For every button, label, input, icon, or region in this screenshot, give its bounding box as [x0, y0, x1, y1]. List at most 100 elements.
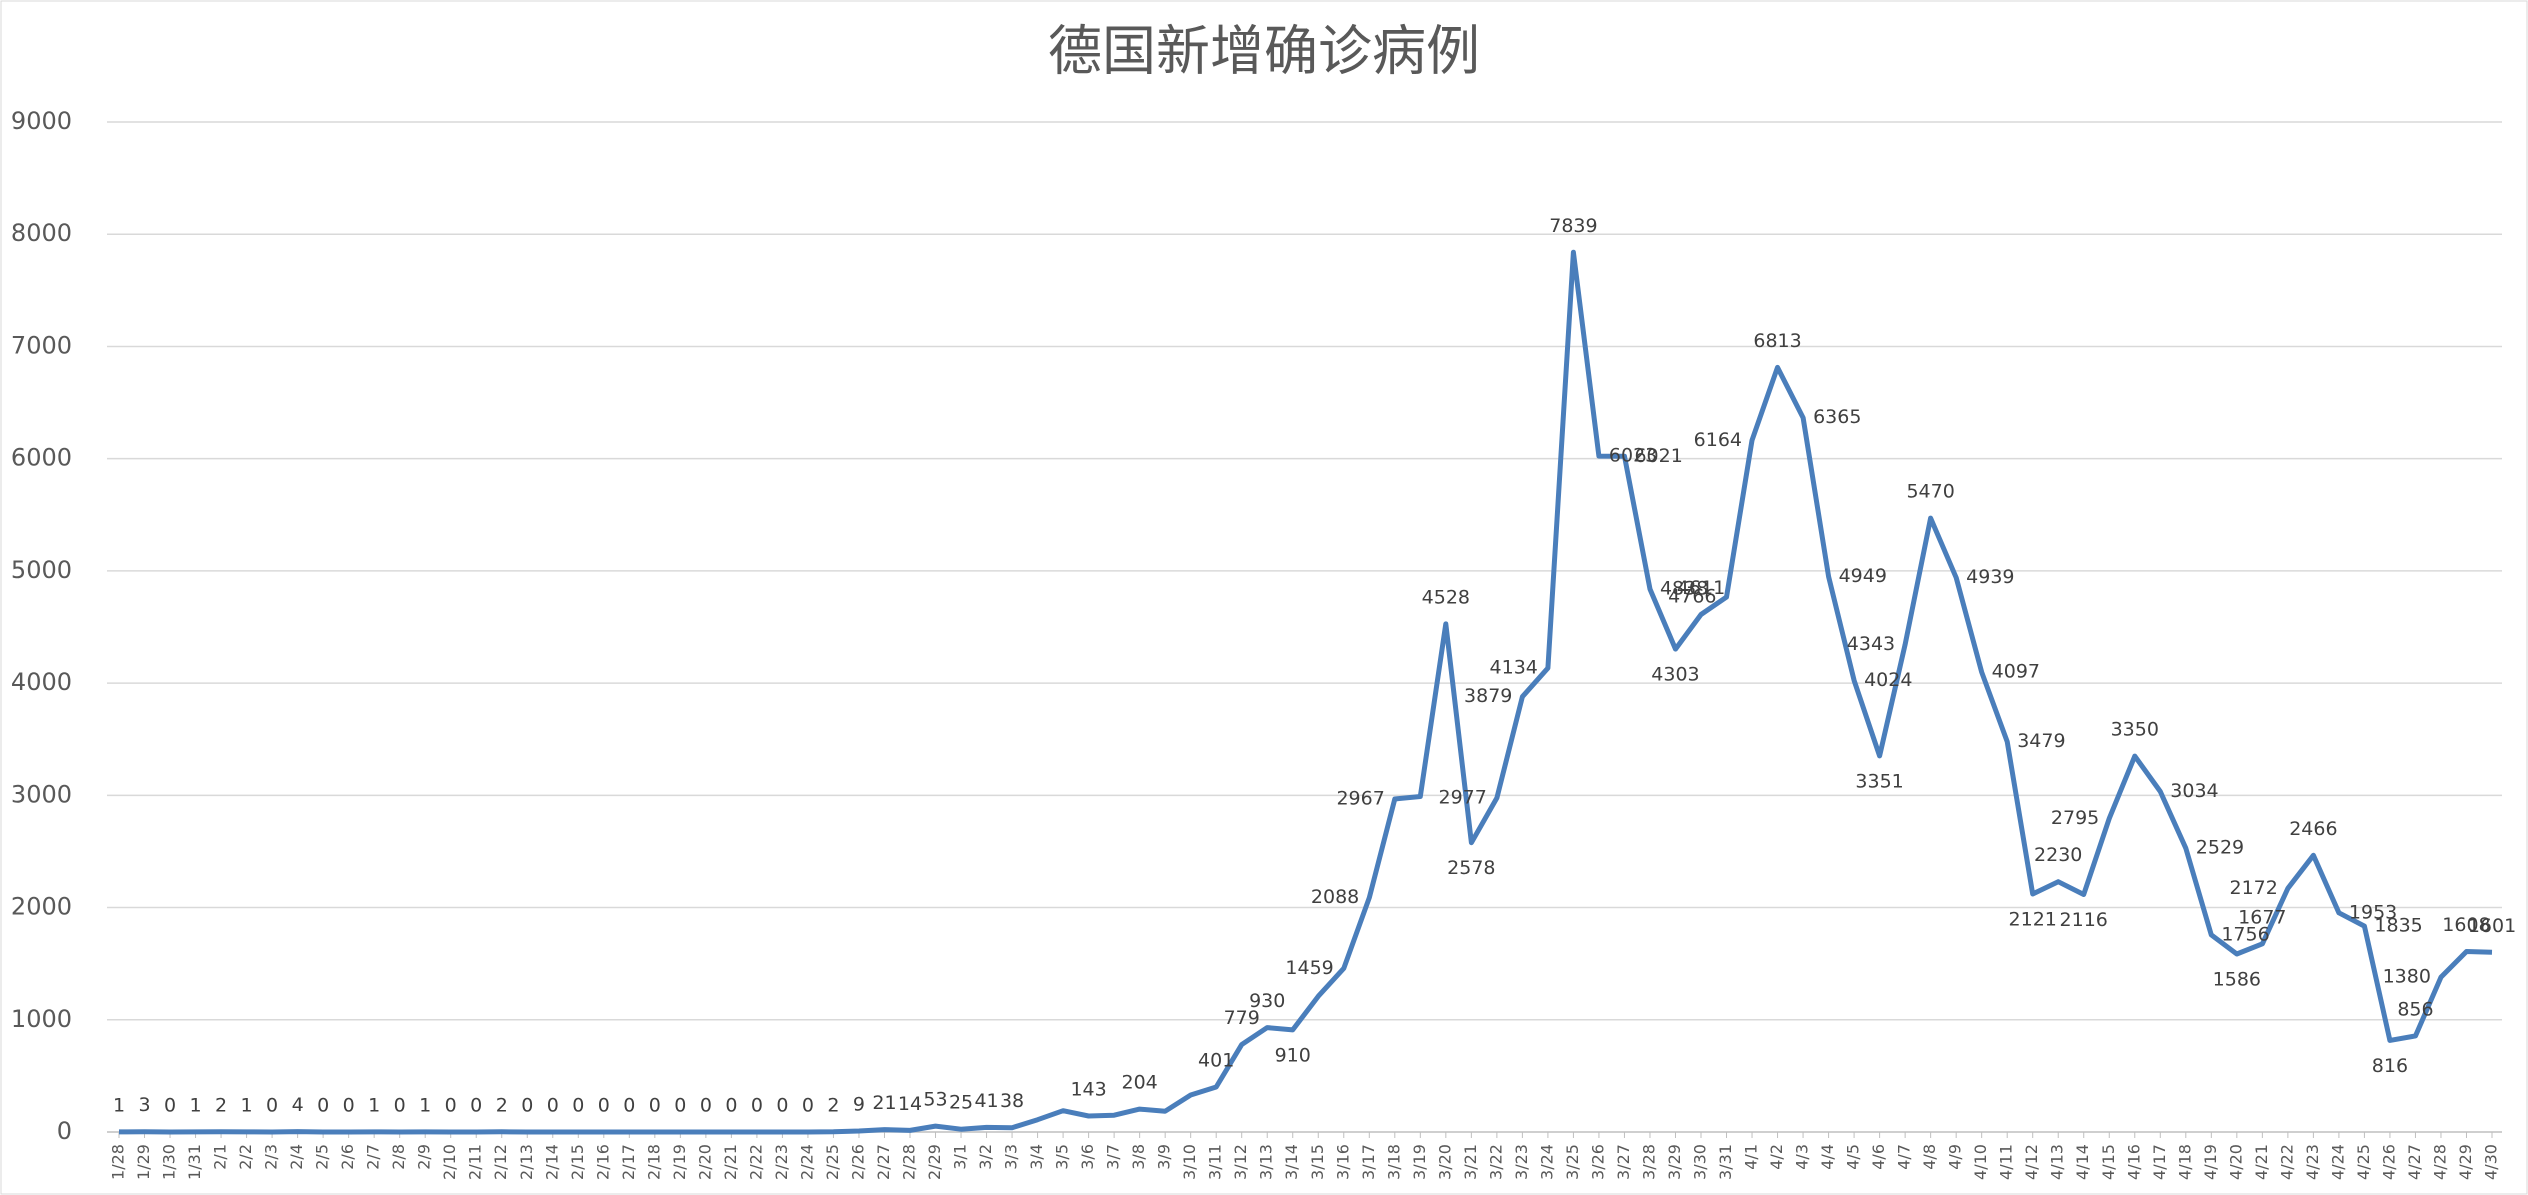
data-label: 3034	[2170, 780, 2218, 802]
data-label: 0	[623, 1095, 635, 1117]
x-tick-label: 2/25	[823, 1144, 842, 1180]
data-label: 0	[164, 1095, 176, 1117]
x-tick-label: 4/9	[1946, 1144, 1965, 1170]
data-label: 1586	[2213, 969, 2261, 991]
x-tick-label: 1/28	[109, 1144, 128, 1180]
data-label: 53	[923, 1089, 947, 1111]
data-label: 0	[343, 1095, 355, 1117]
x-tick-label: 3/10	[1180, 1144, 1199, 1180]
x-tick-label: 2/24	[797, 1144, 816, 1180]
data-label: 0	[317, 1095, 329, 1117]
x-tick-label: 4/28	[2430, 1144, 2449, 1180]
x-tick-label: 2/13	[517, 1144, 536, 1180]
x-tick-label: 4/19	[2201, 1144, 2220, 1180]
data-label: 0	[394, 1095, 406, 1117]
x-tick-label: 4/25	[2354, 1144, 2373, 1180]
x-tick-label: 2/19	[670, 1144, 689, 1180]
data-label: 4528	[1422, 586, 1470, 608]
x-tick-label: 3/14	[1282, 1144, 1301, 1180]
x-tick-label: 4/23	[2303, 1144, 2322, 1180]
x-tick-label: 4/5	[1844, 1144, 1863, 1170]
x-tick-label: 4/21	[2252, 1144, 2271, 1180]
x-tick-label: 3/7	[1104, 1144, 1123, 1170]
x-tick-label: 2/26	[848, 1144, 867, 1180]
data-label: 0	[470, 1095, 482, 1117]
x-tick-label: 2/9	[415, 1144, 434, 1170]
data-label: 2967	[1336, 788, 1384, 810]
x-tick-label: 4/2	[1767, 1144, 1786, 1170]
data-label: 4766	[1668, 586, 1716, 608]
data-label: 0	[700, 1095, 712, 1117]
data-label: 4838	[1660, 578, 1708, 600]
data-label: 0	[776, 1095, 788, 1117]
data-label: 930	[1249, 990, 1285, 1012]
data-label: 4939	[1966, 566, 2014, 588]
x-tick-label: 4/29	[2456, 1144, 2475, 1180]
data-label: 2172	[2230, 877, 2278, 899]
data-label: 3351	[1855, 770, 1903, 792]
x-tick-label: 2/23	[772, 1144, 791, 1180]
x-tick-label: 2/2	[236, 1144, 255, 1170]
x-tick-label: 4/20	[2226, 1144, 2245, 1180]
data-label: 7839	[1549, 215, 1597, 237]
data-label: 1677	[2238, 906, 2286, 928]
data-label: 4949	[1839, 565, 1887, 587]
x-tick-label: 4/17	[2150, 1144, 2169, 1180]
data-label: 21	[872, 1092, 896, 1114]
data-label: 1	[368, 1094, 380, 1116]
data-label: 1608	[2442, 914, 2490, 936]
x-tick-label: 2/18	[644, 1144, 663, 1180]
x-tick-label: 3/30	[1691, 1144, 1710, 1180]
x-tick-label: 4/30	[2482, 1144, 2501, 1180]
x-tick-label: 2/14	[542, 1144, 561, 1180]
x-tick-label: 3/5	[1053, 1144, 1072, 1170]
data-label: 2977	[1439, 786, 1487, 808]
data-label: 1756	[2221, 923, 2269, 945]
data-label: 204	[1122, 1072, 1158, 1094]
y-tick-label: 9000	[11, 107, 72, 135]
data-label: 2230	[2034, 844, 2082, 866]
x-tick-label: 2/29	[925, 1144, 944, 1180]
data-label: 0	[547, 1095, 559, 1117]
data-label: 4343	[1847, 633, 1895, 655]
x-tick-label: 3/13	[1257, 1144, 1276, 1180]
x-tick-label: 4/16	[2124, 1144, 2143, 1180]
data-label: 6164	[1694, 429, 1742, 451]
y-tick-label: 6000	[11, 444, 72, 472]
y-tick-label: 8000	[11, 219, 72, 247]
x-tick-label: 4/4	[1818, 1144, 1837, 1170]
x-tick-label: 3/28	[1639, 1144, 1658, 1180]
x-tick-label: 2/10	[440, 1144, 459, 1180]
x-tick-label: 3/4	[1027, 1144, 1046, 1170]
x-tick-label: 1/29	[134, 1144, 153, 1180]
x-tick-label: 3/31	[1716, 1144, 1735, 1180]
x-tick-label: 3/23	[1512, 1144, 1531, 1180]
x-tick-label: 4/6	[1869, 1144, 1888, 1170]
x-tick-label: 3/17	[1359, 1144, 1378, 1180]
data-label: 4097	[1992, 661, 2040, 683]
chart-title: 德国新增确诊病例	[1048, 20, 1480, 83]
data-label: 6813	[1753, 330, 1801, 352]
data-label: 3879	[1464, 685, 1512, 707]
x-tick-label: 3/27	[1614, 1144, 1633, 1180]
y-tick-label: 7000	[11, 331, 72, 359]
data-label: 2466	[2289, 818, 2337, 840]
data-label: 1601	[2468, 915, 2516, 937]
data-label: 2121	[2009, 908, 2057, 930]
data-label: 6023	[1609, 445, 1657, 467]
data-label: 4134	[1490, 657, 1538, 679]
data-label: 2	[215, 1094, 227, 1116]
data-label: 779	[1224, 1007, 1260, 1029]
data-label: 0	[572, 1095, 584, 1117]
data-label: 3350	[2111, 719, 2159, 741]
data-label: 143	[1070, 1078, 1106, 1100]
data-label: 4024	[1864, 669, 1912, 691]
x-tick-label: 2/1	[211, 1144, 230, 1170]
x-tick-label: 3/15	[1308, 1144, 1327, 1180]
data-label: 0	[751, 1095, 763, 1117]
x-tick-label: 2/5	[313, 1144, 332, 1170]
x-tick-label: 4/14	[2073, 1144, 2092, 1180]
data-label: 4611	[1677, 577, 1725, 599]
